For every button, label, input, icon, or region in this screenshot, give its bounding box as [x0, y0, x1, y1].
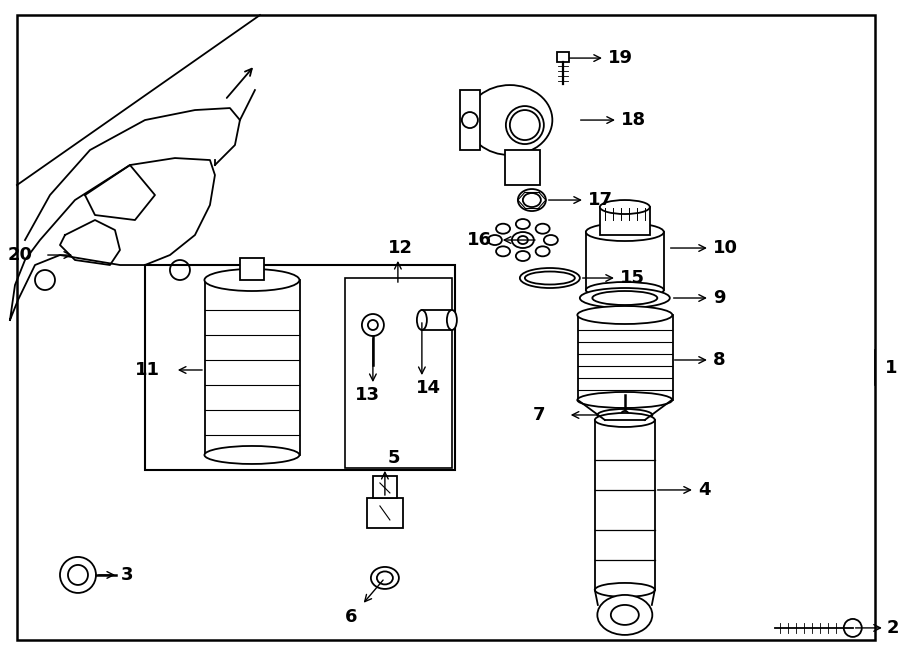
Circle shape: [60, 557, 96, 593]
Ellipse shape: [586, 282, 664, 298]
Text: 20: 20: [8, 246, 33, 264]
Ellipse shape: [536, 247, 550, 256]
Bar: [557, 52, 569, 62]
Ellipse shape: [577, 392, 672, 408]
Bar: [595, 420, 655, 590]
Bar: [422, 310, 452, 330]
Ellipse shape: [586, 223, 664, 241]
Bar: [586, 232, 664, 290]
Ellipse shape: [512, 232, 534, 248]
Ellipse shape: [598, 409, 652, 421]
Ellipse shape: [592, 291, 657, 305]
Ellipse shape: [599, 200, 650, 214]
Ellipse shape: [417, 310, 427, 330]
Bar: [367, 498, 403, 528]
Ellipse shape: [371, 567, 399, 589]
Text: 12: 12: [388, 239, 413, 257]
Text: 13: 13: [355, 386, 380, 404]
Ellipse shape: [204, 446, 300, 464]
Text: 19: 19: [608, 49, 633, 67]
Ellipse shape: [595, 413, 655, 427]
Ellipse shape: [525, 272, 575, 284]
Ellipse shape: [467, 85, 553, 155]
Bar: [599, 207, 650, 235]
Bar: [145, 265, 454, 470]
Text: 5: 5: [388, 449, 400, 467]
Bar: [240, 258, 264, 280]
Ellipse shape: [544, 235, 558, 245]
Text: 9: 9: [713, 289, 725, 307]
Bar: [505, 150, 540, 185]
Ellipse shape: [496, 247, 510, 256]
Bar: [460, 90, 480, 150]
Ellipse shape: [377, 572, 393, 584]
Bar: [205, 280, 300, 455]
Text: 3: 3: [121, 566, 133, 584]
Circle shape: [510, 110, 540, 140]
Ellipse shape: [536, 223, 550, 234]
Text: 2: 2: [886, 619, 899, 637]
Ellipse shape: [506, 106, 544, 144]
Ellipse shape: [496, 223, 510, 234]
Ellipse shape: [523, 193, 541, 207]
Text: 16: 16: [467, 231, 492, 249]
Text: 14: 14: [416, 379, 441, 397]
Ellipse shape: [598, 595, 652, 635]
Text: 15: 15: [620, 269, 644, 287]
Text: 7: 7: [533, 406, 544, 424]
Ellipse shape: [611, 605, 639, 625]
Text: 8: 8: [713, 351, 725, 369]
Circle shape: [68, 565, 88, 585]
Bar: [345, 278, 452, 468]
Ellipse shape: [204, 269, 300, 291]
Ellipse shape: [520, 268, 580, 288]
Ellipse shape: [516, 251, 530, 261]
Text: 11: 11: [135, 361, 160, 379]
Ellipse shape: [577, 306, 672, 324]
Bar: [373, 476, 397, 498]
Text: 18: 18: [621, 111, 646, 129]
Circle shape: [844, 619, 862, 637]
Ellipse shape: [488, 235, 502, 245]
Ellipse shape: [518, 236, 528, 244]
Ellipse shape: [580, 288, 670, 308]
Text: 10: 10: [713, 239, 738, 257]
Text: 17: 17: [588, 191, 613, 209]
Bar: [578, 315, 673, 400]
Ellipse shape: [516, 219, 530, 229]
Ellipse shape: [595, 583, 655, 597]
Text: 1: 1: [885, 359, 897, 377]
Ellipse shape: [518, 189, 546, 211]
Ellipse shape: [447, 310, 457, 330]
Text: 4: 4: [698, 481, 710, 499]
Text: 6: 6: [345, 608, 357, 626]
